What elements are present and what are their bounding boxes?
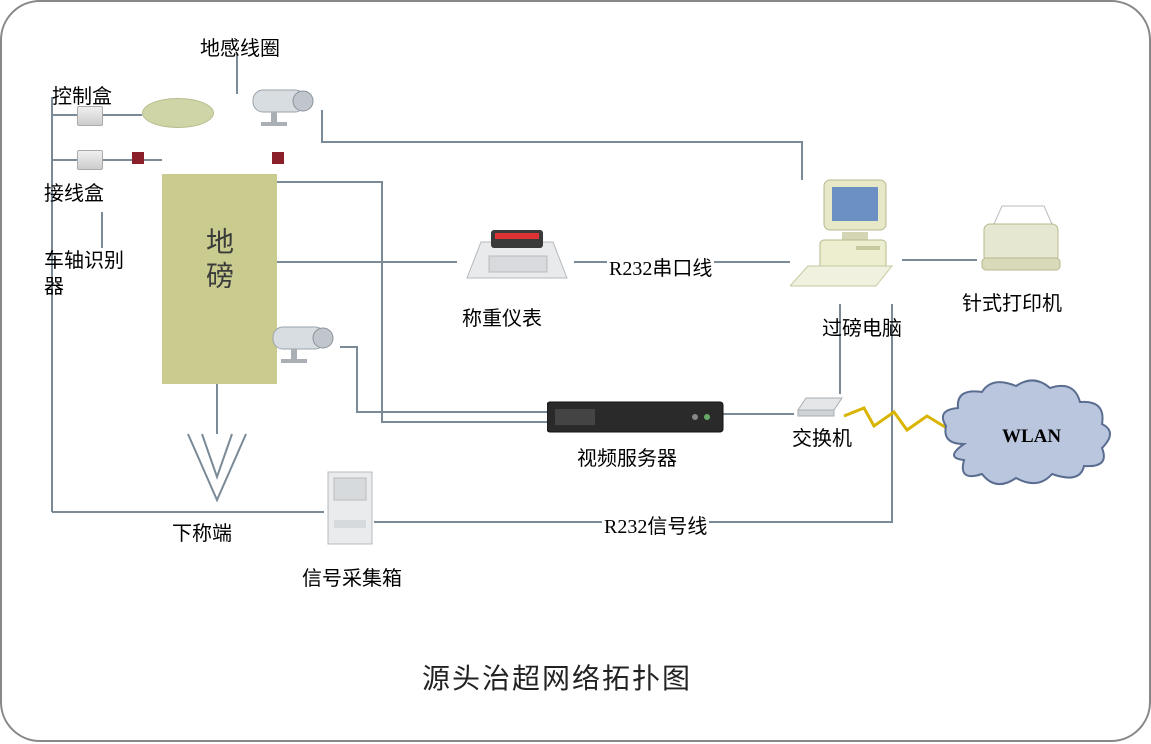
ground-loop-icon [142,98,214,128]
weigh-meter-label: 称重仪表 [462,302,542,331]
camera-icon-1 [247,80,327,128]
axle-ident-label: 车轴识别器 [44,248,134,300]
r232-signal-label: R232信号线 [602,510,709,539]
red-marker-2 [272,152,284,164]
signal-box-label: 信号采集箱 [302,562,402,591]
junction-box-icon [77,150,103,170]
exit-end-label: 下称端 [172,517,232,546]
switch-label: 交换机 [792,422,852,451]
switch-icon [794,390,846,420]
camera-icon-2 [267,317,347,365]
video-server-icon [547,396,725,436]
signal-box-icon [324,468,378,550]
junction-box-label: 接线盒 [44,177,104,206]
weighbridge-label: 地磅 [197,227,237,295]
control-box-label: 控制盒 [52,80,112,109]
computer-icon [790,174,910,304]
printer-label: 针式打印机 [962,287,1062,316]
control-box-icon [77,106,103,126]
weigh-meter-icon [457,220,577,292]
printer-icon [974,200,1069,278]
r232-serial-label: R232串口线 [607,252,714,281]
red-marker-1 [132,152,144,164]
diagram-title: 源头治超网络拓扑图 [422,657,692,697]
diagram-frame: 地磅 [0,0,1151,742]
wlan-label: WLAN [1002,426,1061,448]
computer-label: 过磅电脑 [822,312,902,341]
video-server-label: 视频服务器 [577,442,677,471]
ground-loop-label: 地感线圈 [200,32,280,61]
